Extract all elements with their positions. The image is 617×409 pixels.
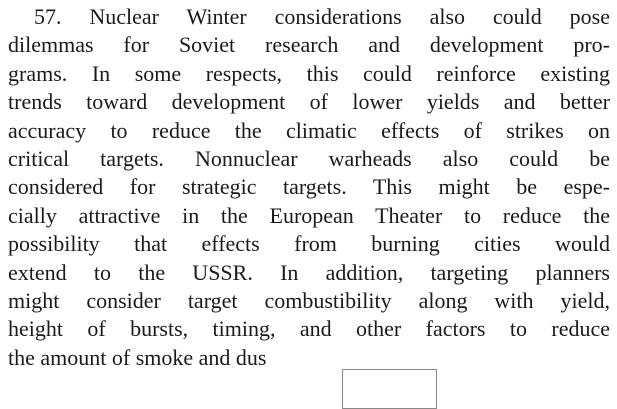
paragraph: 57. Nuclear Winter considerations also c… xyxy=(8,3,610,372)
text-line: the amount of smoke and dus xyxy=(8,344,267,370)
text-line: 57. Nuclear Winter considerations also c… xyxy=(34,4,610,29)
text-line: dilemmas for Soviet research and develop… xyxy=(8,32,610,58)
text-line: extend to the USSR. In addition, targeti… xyxy=(8,259,610,285)
redaction-box xyxy=(342,369,437,409)
text-line: critical targets. Nonnuclear warheads al… xyxy=(8,145,610,171)
text-line: accuracy to reduce the climatic effects … xyxy=(8,117,610,143)
text-line: grams. In some respects, this could rein… xyxy=(8,60,610,86)
text-line: height of bursts, timing, and other fact… xyxy=(8,316,610,342)
text-line: cially attractive in the European Theate… xyxy=(8,202,610,228)
text-line: trends toward development of lower yield… xyxy=(8,89,610,115)
text-line: might consider target combustibility alo… xyxy=(8,287,610,313)
text-line: considered for strategic targets. This m… xyxy=(8,174,610,200)
text-line: possibility that effects from burning ci… xyxy=(8,231,610,257)
